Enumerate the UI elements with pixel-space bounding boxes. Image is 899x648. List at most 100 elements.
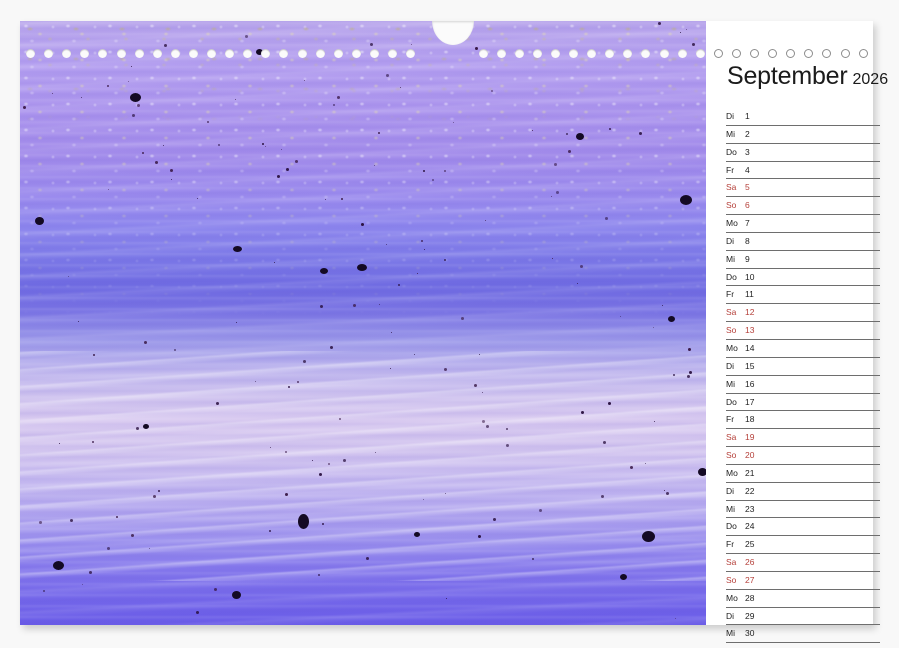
day-of-week-label: Mo [726, 218, 738, 229]
ink-spatter-speck [142, 152, 144, 154]
ink-spatter-speck [687, 375, 690, 378]
ink-spatter-speck [277, 175, 280, 178]
day-row[interactable]: Mo 28 [726, 590, 880, 608]
day-row[interactable]: Do 24 [726, 518, 880, 537]
punch-hole-icon [44, 49, 54, 58]
ink-spatter-speck [423, 170, 425, 172]
day-row[interactable]: Mo 7 [726, 215, 880, 233]
day-row[interactable]: Fr 11 [726, 286, 880, 305]
ink-spatter-speck [318, 574, 320, 576]
ink-spatter-speck [554, 163, 557, 166]
day-row[interactable]: Do 3 [726, 144, 880, 162]
ink-spatter-speck [319, 473, 322, 476]
ink-spatter-speck [285, 493, 288, 496]
day-row[interactable]: Di 22 [726, 483, 880, 501]
day-row[interactable]: Sa 26 [726, 554, 880, 572]
day-row[interactable]: Fr 18 [726, 411, 880, 430]
ink-spatter-speck [479, 354, 480, 355]
ink-spatter-speck [486, 425, 489, 428]
ink-spatter-speck [163, 145, 164, 146]
ink-spatter-speck [107, 547, 110, 550]
day-row[interactable]: Mi 23 [726, 501, 880, 519]
ink-spatter-speck [164, 44, 167, 47]
ink-spatter-speck [366, 557, 369, 560]
ink-spatter-speck [144, 341, 147, 344]
ink-spatter-speck [506, 428, 508, 430]
ink-spatter-speck [207, 121, 209, 123]
day-row[interactable]: So 13 [726, 322, 880, 340]
punch-hole-icon [858, 49, 868, 58]
date-panel: September 2026 Di 1 Mi 2 Do 3 Fr 4 Sa 5 So 6 Mo 7 Di 8 Mi… [706, 21, 888, 644]
day-row[interactable]: Di 1 [726, 108, 880, 126]
day-of-week-label: So [726, 325, 737, 336]
calendar-sheet: September 2026 Di 1 Mi 2 Do 3 Fr 4 Sa 5 So 6 Mo 7 Di 8 Mi… [20, 21, 888, 644]
ink-spatter-speck [70, 519, 73, 522]
day-row[interactable]: So 27 [726, 572, 880, 590]
day-row[interactable]: So 6 [726, 197, 880, 216]
ink-spatter-dot [698, 468, 706, 476]
ink-spatter-speck [552, 258, 553, 259]
punch-hole-icon [804, 49, 814, 58]
day-of-week-label: Sa [726, 557, 737, 568]
day-row[interactable]: Fr 25 [726, 536, 880, 555]
day-row[interactable]: Di 29 [726, 608, 880, 626]
ink-spatter-speck [666, 492, 669, 495]
ink-spatter-speck [411, 44, 412, 45]
day-number-label: 3 [745, 146, 750, 157]
day-row[interactable]: Di 15 [726, 358, 880, 376]
punch-hole-icon [406, 49, 416, 58]
day-row[interactable]: Mi 9 [726, 251, 880, 269]
ink-spatter-speck [568, 150, 571, 153]
ink-spatter-speck [506, 444, 509, 447]
ink-spatter-speck [474, 384, 477, 387]
day-row[interactable]: Mo 21 [726, 465, 880, 483]
day-number-label: 1 [745, 111, 750, 121]
day-row[interactable]: Sa 5 [726, 179, 880, 198]
day-number-label: 8 [745, 235, 750, 246]
punch-hole-icon [605, 49, 615, 58]
ink-spatter-speck [274, 262, 275, 263]
ink-spatter-speck [269, 530, 271, 532]
day-row[interactable]: Fr 4 [726, 162, 880, 180]
day-row[interactable]: Mi 16 [726, 376, 880, 394]
day-row[interactable]: Di 8 [726, 233, 880, 251]
ink-spatter-speck [608, 402, 611, 405]
day-of-week-label: Fr [726, 539, 735, 550]
ink-spatter-speck [485, 220, 486, 221]
punch-hole-icon [587, 49, 597, 58]
day-row[interactable]: Do 17 [726, 394, 880, 412]
day-row[interactable]: Mi 30 [726, 625, 880, 644]
punch-hole-icon [822, 49, 832, 58]
day-number-label: 26 [745, 557, 755, 568]
day-row[interactable]: Sa 19 [726, 429, 880, 448]
punch-hole-icon [351, 49, 361, 58]
day-number-label: 5 [745, 182, 750, 193]
day-of-week-label: Mi [726, 253, 735, 264]
punch-hole-icon [478, 49, 488, 58]
ink-spatter-speck [374, 165, 375, 166]
day-of-week-label: Sa [726, 432, 737, 443]
day-row[interactable]: Mo 14 [726, 340, 880, 358]
punch-hole-icon [550, 49, 560, 58]
ink-spatter-dot [298, 514, 309, 529]
day-row[interactable]: So 20 [726, 447, 880, 465]
ink-spatter-speck [686, 29, 687, 30]
ink-spatter-speck [216, 402, 219, 405]
punch-hole-icon [623, 49, 633, 58]
ink-spatter-speck [605, 217, 608, 220]
day-number-label: 4 [745, 164, 750, 175]
ink-spatter-speck [400, 87, 401, 88]
punch-hole-icon [297, 49, 307, 58]
day-row[interactable]: Do 10 [726, 269, 880, 287]
day-row[interactable]: Sa 12 [726, 304, 880, 323]
artwork-image [20, 21, 706, 625]
day-number-label: 21 [745, 467, 755, 478]
ink-spatter-speck [461, 317, 464, 320]
day-number-label: 24 [745, 521, 755, 532]
ink-spatter-speck [482, 392, 483, 393]
punch-hole-icon [188, 49, 198, 58]
day-number-label: 18 [745, 414, 755, 425]
day-row[interactable]: Mi 2 [726, 126, 880, 144]
punch-hole-icon [569, 49, 578, 58]
ink-spatter-speck [692, 43, 695, 46]
